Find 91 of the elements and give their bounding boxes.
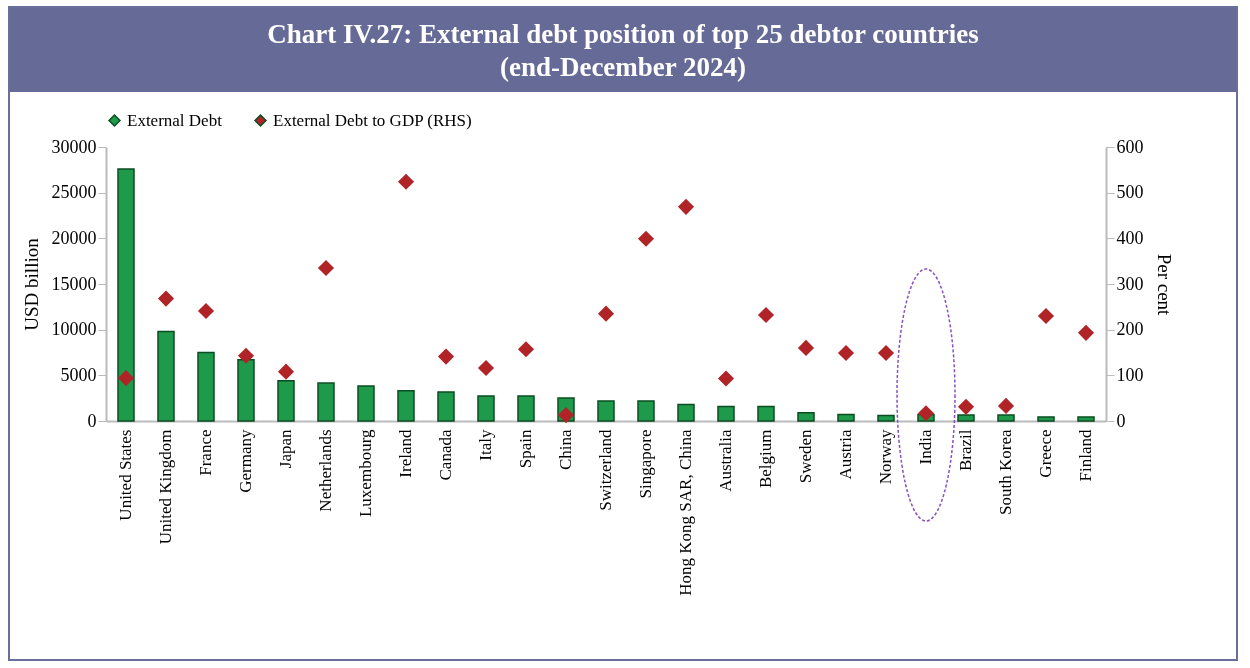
bar — [237, 359, 255, 422]
bar — [877, 414, 895, 422]
point — [197, 302, 215, 320]
bar — [437, 391, 455, 422]
point — [917, 405, 935, 422]
y-tick-label: 25000 — [51, 182, 97, 203]
y2-tick-label: 300 — [1116, 273, 1144, 294]
y-tick-label: 30000 — [51, 136, 97, 157]
x-tick-label: Ireland — [396, 429, 415, 478]
point — [157, 290, 175, 307]
x-tick-label: Greece — [1036, 429, 1055, 478]
x-tick-label: Singapore — [636, 429, 655, 499]
bar — [1037, 416, 1055, 422]
bar — [757, 405, 775, 422]
point — [397, 173, 415, 190]
point — [557, 407, 575, 424]
bar — [677, 403, 695, 422]
x-tick-label: United States — [116, 429, 135, 521]
point — [317, 259, 335, 277]
chart-title: Chart IV.27: External debt position of top 25 debtor countries (end-December 2024) — [10, 8, 1236, 92]
x-tick-label: South Korea — [996, 429, 1015, 515]
point — [437, 348, 455, 365]
bar — [197, 351, 215, 422]
bar — [397, 390, 415, 422]
point — [1037, 307, 1055, 325]
bar — [797, 412, 815, 422]
bar — [837, 413, 855, 422]
x-tick-label: Sweden — [796, 429, 815, 484]
bar — [317, 382, 335, 422]
point — [877, 344, 895, 362]
bar — [597, 400, 615, 422]
point — [677, 198, 695, 215]
bar — [1077, 416, 1095, 422]
x-tick-label: Luxembourg — [356, 429, 375, 518]
x-tick-label: France — [196, 429, 215, 476]
y-tick-label: 5000 — [60, 364, 97, 385]
bar — [997, 414, 1015, 422]
point — [277, 363, 295, 380]
bar — [637, 400, 655, 422]
x-tick-label: Belgium — [756, 429, 775, 489]
point — [477, 359, 495, 377]
y2-tick-label: 200 — [1116, 319, 1144, 340]
legend-label: External Debt to GDP (RHS) — [273, 110, 472, 130]
bar — [477, 395, 495, 422]
bar — [717, 405, 735, 422]
y-tick-label: 10000 — [51, 319, 97, 340]
x-tick-label: United Kingdom — [156, 429, 175, 545]
point — [117, 370, 135, 387]
x-tick-label: Canada — [436, 429, 455, 481]
x-tick-label: Italy — [476, 429, 495, 461]
x-tick-label: Norway — [876, 429, 895, 485]
y2-tick-label: 500 — [1116, 182, 1144, 203]
y2-tick-label: 100 — [1116, 364, 1144, 385]
x-tick-label: Australia — [716, 429, 735, 492]
bar — [517, 395, 535, 422]
point — [597, 305, 615, 322]
y2-tick-label: 600 — [1116, 136, 1144, 157]
y-tick-label: 15000 — [51, 273, 97, 294]
point — [997, 397, 1015, 414]
x-tick-label: Austria — [836, 429, 855, 480]
x-tick-label: Hong Kong SAR, China — [676, 429, 695, 596]
point — [957, 398, 975, 415]
bar — [357, 385, 375, 422]
x-tick-label: Finland — [1076, 429, 1095, 482]
x-tick-label: Germany — [236, 429, 255, 493]
x-tick-label: Switzerland — [596, 429, 615, 511]
y-axis-title: USD billion — [20, 237, 42, 331]
point — [757, 306, 775, 324]
point — [717, 370, 735, 387]
x-tick-label: India — [916, 429, 935, 465]
point — [237, 347, 255, 364]
legend-label: External Debt — [127, 110, 223, 130]
point — [517, 341, 535, 358]
bar — [957, 414, 975, 422]
point — [637, 230, 655, 247]
x-tick-label: Japan — [276, 429, 295, 469]
y-tick-label: 20000 — [51, 227, 97, 248]
bar — [277, 380, 295, 422]
x-tick-label: Netherlands — [316, 429, 335, 512]
point — [797, 339, 815, 356]
x-tick-label: Spain — [516, 429, 535, 469]
y2-axis-title: Per cent — [1153, 253, 1175, 317]
bar — [157, 330, 175, 422]
x-tick-label: Brazil — [956, 429, 975, 472]
y2-tick-label: 400 — [1116, 227, 1144, 248]
x-tick-label: China — [556, 429, 575, 471]
y2-tick-label: 0 — [1116, 410, 1126, 431]
y-tick-label: 0 — [87, 410, 97, 431]
point — [1077, 324, 1095, 341]
point — [837, 344, 855, 362]
bar — [117, 168, 135, 422]
